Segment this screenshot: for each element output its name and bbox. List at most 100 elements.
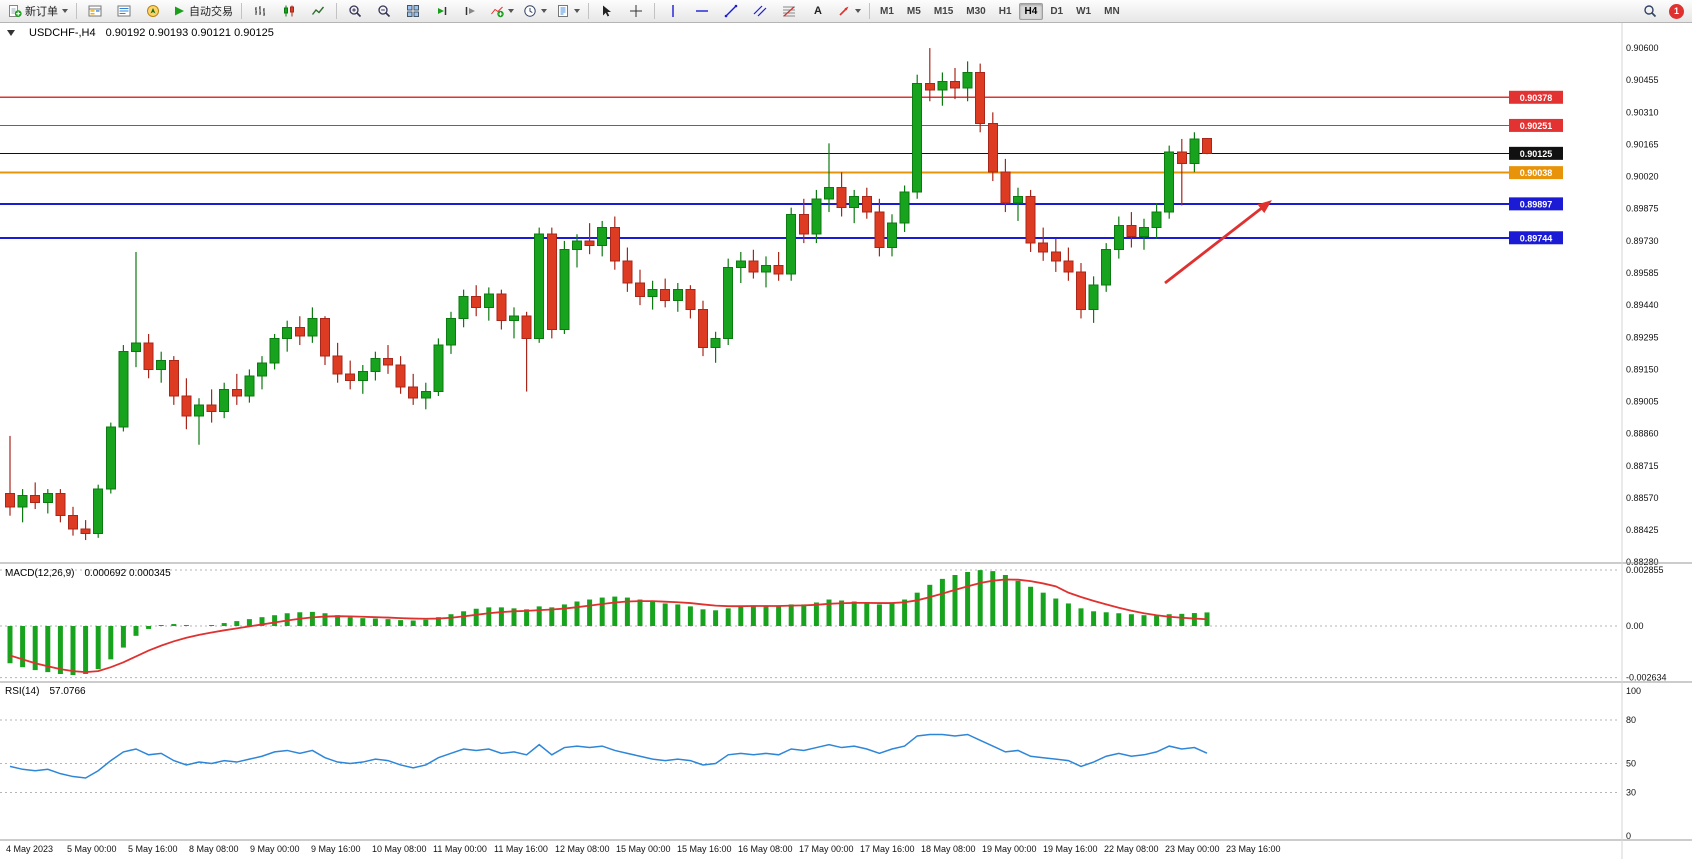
svg-text:0.89150: 0.89150 [1626,364,1659,374]
zoom-out-button[interactable] [370,0,398,22]
svg-text:9 May 16:00: 9 May 16:00 [311,844,361,854]
cursor-tool-button[interactable] [593,0,621,22]
fibonacci-icon [783,6,795,17]
line-chart-mode-button[interactable] [304,0,332,22]
chart-shift-button[interactable] [457,0,485,22]
svg-text:17 May 16:00: 17 May 16:00 [860,844,915,854]
svg-text:0.90125: 0.90125 [1520,149,1553,159]
timeframe-m5-button[interactable]: M5 [906,5,921,17]
svg-text:0.89897: 0.89897 [1520,199,1553,209]
timeframe-w1-button[interactable]: W1 [1076,5,1092,17]
timeframe-m15-button[interactable]: M15 [933,5,954,17]
toolbar-separator [76,3,77,19]
svg-text:11 May 16:00: 11 May 16:00 [494,844,548,854]
svg-text:0.90600: 0.90600 [1626,43,1659,53]
auto-trading-button[interactable]: 自动交易 [168,0,237,22]
svg-text:0.88425: 0.88425 [1626,525,1659,535]
svg-text:0.89585: 0.89585 [1626,268,1659,278]
timeframe-h1-button[interactable]: H1 [998,5,1012,17]
svg-text:0.89295: 0.89295 [1626,332,1659,342]
indicators-icon [491,6,504,18]
arrows-tool-button[interactable] [833,0,865,22]
navigator-button[interactable] [139,0,167,22]
svg-text:0: 0 [1626,831,1631,841]
svg-text:18 May 08:00: 18 May 08:00 [921,844,976,854]
svg-text:17 May 00:00: 17 May 00:00 [799,844,854,854]
svg-text:4 May 2023: 4 May 2023 [6,844,53,854]
svg-text:15 May 00:00: 15 May 00:00 [616,844,671,854]
svg-text:0.90378: 0.90378 [1520,93,1553,103]
tile-windows-icon [407,5,419,17]
toolbar-separator [654,3,655,19]
search-button[interactable] [1636,0,1664,22]
clock-icon [524,5,536,17]
svg-text:19 May 16:00: 19 May 16:00 [1043,844,1098,854]
svg-text:15 May 16:00: 15 May 16:00 [677,844,732,854]
svg-text:19 May 00:00: 19 May 00:00 [982,844,1037,854]
svg-text:11 May 00:00: 11 May 00:00 [433,844,487,854]
text-tool-label: A [814,5,822,17]
zoom-out-icon [378,5,391,18]
auto-scroll-button[interactable] [428,0,456,22]
chart-shift-icon [465,7,475,15]
trendline-tool-button[interactable] [717,0,745,22]
toolbar-separator [241,3,242,19]
svg-text:0.00: 0.00 [1626,621,1644,631]
data-window-button[interactable] [110,0,138,22]
svg-text:0.88280: 0.88280 [1626,557,1659,567]
tile-windows-button[interactable] [399,0,427,22]
svg-text:0.89744: 0.89744 [1520,233,1553,243]
vertical-line-tool-button[interactable] [659,0,687,22]
play-icon [175,6,184,16]
ohlc-bars-icon [255,6,265,16]
chart-window: 0.90600 0.90455 0.90310 0.90165 0.90020 0.898… [0,23,1692,859]
indicators-button[interactable] [486,0,518,22]
crosshair-tool-button[interactable] [622,0,650,22]
templates-button[interactable] [552,0,584,22]
notification-badge[interactable]: 1 [1669,3,1684,19]
trendline-icon [724,4,738,18]
svg-text:0.88715: 0.88715 [1626,461,1659,471]
timeframe-h4-button[interactable]: H4 [1018,2,1044,20]
svg-text:0.90310: 0.90310 [1626,107,1659,117]
periods-button[interactable] [519,0,551,22]
bar-chart-mode-button[interactable] [246,0,274,22]
timeframe-mn-button[interactable]: MN [1104,5,1120,17]
new-order-label: 新订单 [25,6,58,18]
timeframe-d1-button[interactable]: D1 [1050,5,1064,17]
text-tool-button[interactable]: A [804,0,832,22]
market-watch-button[interactable] [81,0,109,22]
svg-text:0.89440: 0.89440 [1626,300,1659,310]
svg-text:0.90165: 0.90165 [1626,139,1659,149]
svg-text:50: 50 [1626,759,1636,769]
svg-text:23 May 00:00: 23 May 00:00 [1165,844,1220,854]
svg-text:0.90251: 0.90251 [1520,121,1553,131]
candlestick-chart-canvas[interactable]: 0.90600 0.90455 0.90310 0.90165 0.90020 0.898… [0,23,1692,859]
zoom-in-icon [349,5,362,18]
new-order-icon [9,5,22,17]
caret-down-icon [62,9,68,13]
svg-text:0.89875: 0.89875 [1626,204,1659,214]
svg-text:0.002855: 0.002855 [1626,565,1664,575]
data-window-icon [117,5,131,17]
svg-text:5 May 00:00: 5 May 00:00 [67,844,117,854]
svg-text:10 May 08:00: 10 May 08:00 [372,844,427,854]
toolbar-separator [336,3,337,19]
channel-tool-button[interactable] [746,0,774,22]
timeframe-m30-button[interactable]: M30 [966,5,986,17]
timeframe-m1-button[interactable]: M1 [880,5,894,17]
horizontal-line-tool-button[interactable] [688,0,716,22]
new-order-button[interactable]: 新订单 [4,0,72,22]
svg-text:0.90038: 0.90038 [1520,168,1553,178]
navigator-icon [147,5,159,17]
caret-down-icon [508,9,514,13]
toolbar-separator [588,3,589,19]
auto-scroll-icon [438,7,447,15]
svg-text:0.90455: 0.90455 [1626,75,1659,85]
svg-text:100: 100 [1626,686,1641,696]
fibonacci-tool-button[interactable] [775,0,803,22]
zoom-in-button[interactable] [341,0,369,22]
main-toolbar: 新订单 自动交易 [0,0,1692,23]
svg-text:0.90020: 0.90020 [1626,172,1659,182]
candle-chart-mode-button[interactable] [275,0,303,22]
